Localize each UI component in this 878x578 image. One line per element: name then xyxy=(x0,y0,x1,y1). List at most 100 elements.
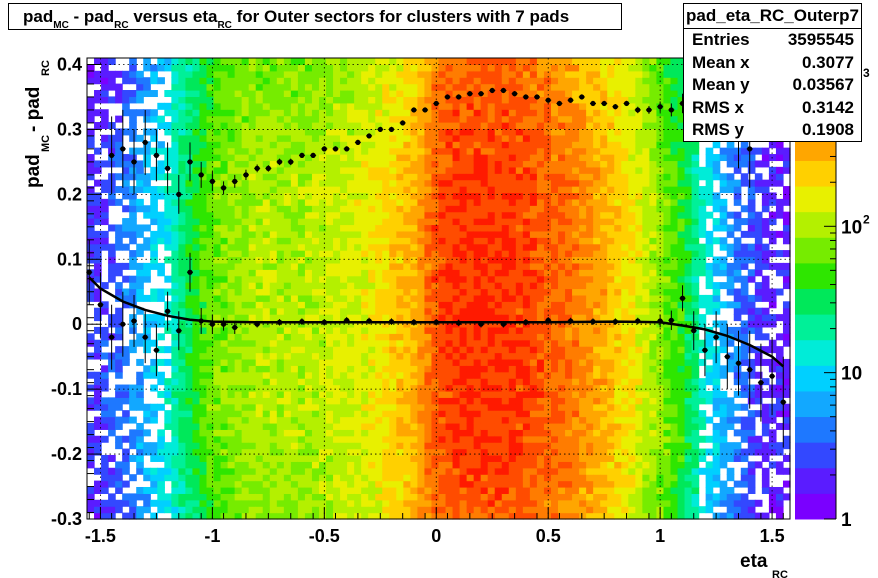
heatmap-cell xyxy=(150,230,158,238)
heatmap-cell xyxy=(403,435,411,443)
heatmap-cell xyxy=(579,403,587,411)
heatmap-cell xyxy=(115,173,123,181)
heatmap-cell xyxy=(494,256,503,264)
heatmap-cell xyxy=(199,371,208,379)
heatmap-cell xyxy=(94,294,102,302)
heatmap-cell xyxy=(593,442,601,450)
heatmap-cell xyxy=(543,454,552,462)
heatmap-cell xyxy=(178,288,187,296)
heatmap-cell xyxy=(565,250,573,258)
heatmap-cell xyxy=(333,435,341,443)
heatmap-cell xyxy=(220,416,229,424)
heatmap-cell xyxy=(487,96,496,104)
heatmap-cell xyxy=(586,269,594,277)
heatmap-cell xyxy=(579,205,587,213)
heatmap-cell xyxy=(586,154,594,162)
heatmap-cell xyxy=(234,179,243,187)
heatmap-cell xyxy=(276,230,285,238)
heatmap-cell xyxy=(424,64,433,72)
heatmap-cell xyxy=(417,474,426,482)
heatmap-cell xyxy=(452,128,461,136)
heatmap-cell xyxy=(227,333,236,341)
heatmap-cell xyxy=(480,403,489,411)
heatmap-cell xyxy=(94,480,102,488)
heatmap-cell xyxy=(543,365,552,373)
heatmap-cell xyxy=(304,486,313,494)
heatmap-cell xyxy=(417,160,426,168)
heatmap-cell xyxy=(431,486,440,494)
heatmap-cell xyxy=(543,230,552,238)
heatmap-cell xyxy=(297,333,306,341)
heatmap-cell xyxy=(333,390,341,398)
heatmap-cell xyxy=(255,166,264,174)
heatmap-cell xyxy=(178,96,187,104)
heatmap-cell xyxy=(529,454,538,462)
heatmap-cell xyxy=(136,454,144,462)
heatmap-cell xyxy=(368,96,376,104)
heatmap-cell xyxy=(487,64,496,72)
heatmap-cell xyxy=(199,326,208,334)
heatmap-cell xyxy=(213,416,222,424)
heatmap-cell xyxy=(227,461,236,469)
heatmap-cell xyxy=(122,96,130,104)
heatmap-cell xyxy=(410,346,419,354)
heatmap-cell xyxy=(354,77,362,85)
heatmap-cell xyxy=(157,186,165,194)
heatmap-cell xyxy=(283,224,292,232)
heatmap-cell xyxy=(382,499,390,507)
heatmap-cell xyxy=(347,70,355,78)
heatmap-cell xyxy=(326,371,334,379)
heatmap-cell xyxy=(487,454,496,462)
heatmap-cell xyxy=(185,211,194,219)
heatmap-cell xyxy=(558,326,566,334)
heatmap-cell xyxy=(396,397,404,405)
heatmap-cell xyxy=(515,378,524,386)
heatmap-cell xyxy=(213,70,222,78)
heatmap-cell xyxy=(227,218,236,226)
heatmap-cell xyxy=(199,230,208,238)
heatmap-cell xyxy=(115,198,123,206)
heatmap-cell xyxy=(206,378,215,386)
heatmap-cell xyxy=(522,422,531,430)
heatmap-cell xyxy=(459,429,468,437)
heatmap-cell xyxy=(347,179,355,187)
heatmap-cell xyxy=(473,269,482,277)
heatmap-cell xyxy=(593,390,601,398)
heatmap-cell xyxy=(108,58,116,65)
heatmap-cell xyxy=(326,326,334,334)
heatmap-cell xyxy=(234,237,243,245)
heatmap-cell xyxy=(199,115,208,123)
heatmap-cell xyxy=(487,90,496,98)
heatmap-cell xyxy=(304,269,313,277)
heatmap-cell xyxy=(431,237,440,245)
heatmap-cell xyxy=(536,288,545,296)
heatmap-cell xyxy=(269,397,278,405)
heatmap-cell xyxy=(396,147,404,155)
heatmap-cell xyxy=(579,435,587,443)
heatmap-cell xyxy=(143,474,151,482)
heatmap-cell xyxy=(558,179,566,187)
heatmap-cell xyxy=(192,493,201,501)
heatmap-cell xyxy=(143,269,151,277)
heatmap-cell xyxy=(164,346,172,354)
heatmap-cell xyxy=(424,282,433,290)
heatmap-cell xyxy=(593,499,601,507)
heatmap-cell xyxy=(396,70,404,78)
heatmap-cell xyxy=(206,486,215,494)
heatmap-cell xyxy=(396,134,404,142)
heatmap-cell xyxy=(227,186,236,194)
heatmap-cell xyxy=(403,301,411,309)
heatmap-cell xyxy=(410,448,419,456)
heatmap-cell xyxy=(326,301,334,309)
heatmap-cell xyxy=(473,250,482,258)
heatmap-cell xyxy=(572,109,580,117)
heatmap-cell xyxy=(290,218,299,226)
heatmap-cell xyxy=(459,486,468,494)
heatmap-cell xyxy=(171,192,179,200)
heatmap-cell xyxy=(87,160,95,168)
heatmap-cell xyxy=(396,90,404,98)
heatmap-cell xyxy=(255,147,264,155)
heatmap-cell xyxy=(122,467,130,475)
heatmap-cell xyxy=(304,211,313,219)
heatmap-cell xyxy=(269,371,278,379)
